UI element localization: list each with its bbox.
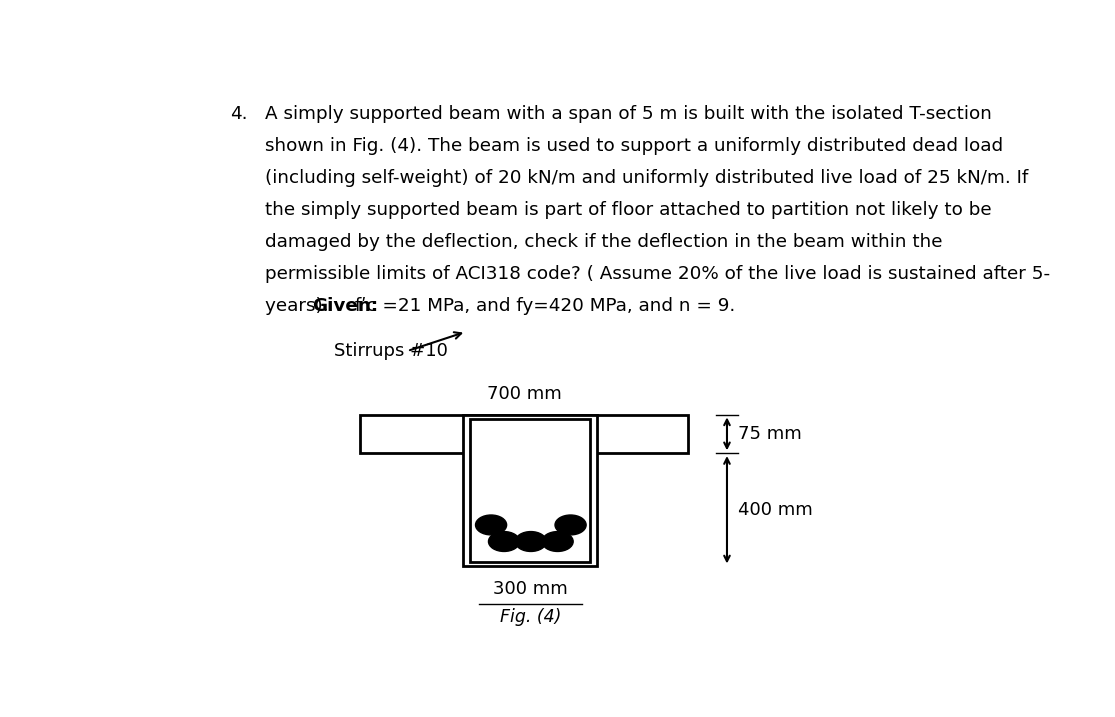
Text: Fig. (4): Fig. (4) [500,608,561,626]
Circle shape [515,531,546,551]
Text: damaged by the deflection, check if the deflection in the beam within the: damaged by the deflection, check if the … [264,234,942,252]
Text: 5#32: 5#32 [505,448,555,466]
Text: (including self-weight) of 20 kN/m and uniformly distributed live load of 25 kN/: (including self-weight) of 20 kN/m and u… [264,169,1028,187]
Text: fʹc =21 MPa, and fy=420 MPa, and n = 9.: fʹc =21 MPa, and fy=420 MPa, and n = 9. [349,298,735,315]
Text: 300 mm: 300 mm [493,580,568,598]
Text: years).: years). [264,298,334,315]
Bar [464,414,598,566]
Circle shape [555,515,586,535]
Text: 400 mm: 400 mm [738,500,813,519]
Text: the simply supported beam is part of floor attached to partition not likely to b: the simply supported beam is part of flo… [264,201,991,219]
Text: 4.: 4. [230,105,248,123]
Text: shown in Fig. (4). The beam is used to support a uniformly distributed dead load: shown in Fig. (4). The beam is used to s… [264,138,1002,156]
Bar [471,419,591,562]
Text: permissible limits of ACI318 code? ( Assume 20% of the live load is sustained af: permissible limits of ACI318 code? ( Ass… [264,265,1050,283]
Circle shape [475,515,506,535]
Text: 700 mm: 700 mm [486,386,561,404]
Text: Stirrups #10: Stirrups #10 [333,342,448,360]
Circle shape [488,531,520,551]
Text: 75 mm: 75 mm [738,425,802,443]
Circle shape [542,531,573,551]
Text: Given:: Given: [312,298,378,315]
Bar [360,414,688,453]
Text: A simply supported beam with a span of 5 m is built with the isolated T-section: A simply supported beam with a span of 5… [264,105,991,123]
